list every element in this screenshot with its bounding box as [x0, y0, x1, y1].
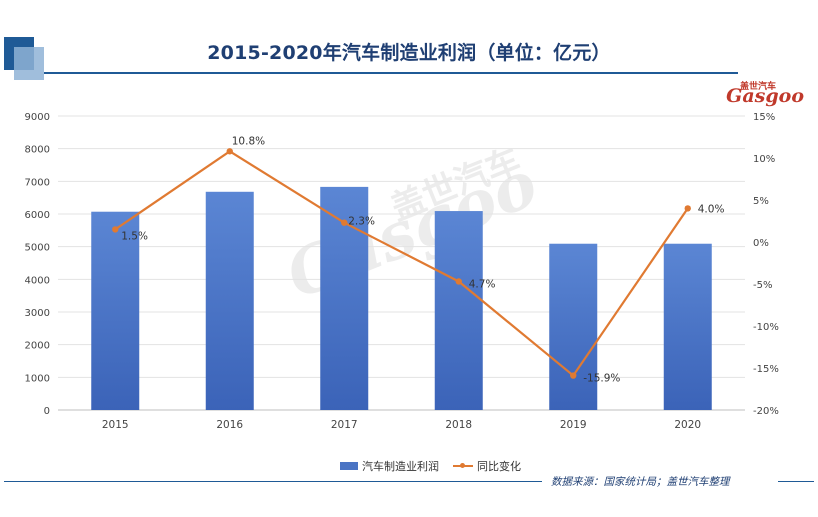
footer-rule-right	[778, 481, 814, 482]
y-right-tick-label: -5%	[753, 280, 772, 291]
x-tick-label: 2017	[331, 419, 358, 431]
legend-item-profit: 汽车制造业利润	[340, 458, 439, 474]
x-tick-label: 2015	[102, 419, 129, 431]
y-right-tick-label: -10%	[753, 322, 779, 333]
y-right-tick-label: 5%	[753, 196, 769, 207]
y-left-tick-label: 7000	[25, 177, 50, 188]
y-left-tick-label: 2000	[25, 341, 50, 352]
y-right-tick-label: 10%	[753, 154, 775, 165]
y-right-tick-label: -15%	[753, 364, 779, 375]
yoy-data-label: 4.7%	[469, 278, 496, 290]
bar	[434, 211, 483, 410]
y-left-tick-label: 8000	[25, 145, 50, 156]
y-right-tick-label: 0%	[753, 238, 769, 249]
yoy-data-label: 10.8%	[232, 135, 265, 147]
yoy-point	[112, 226, 119, 233]
yoy-data-label: 1.5%	[121, 230, 148, 242]
x-tick-label: 2019	[560, 419, 587, 431]
top-strip	[0, 0, 818, 6]
bar	[205, 191, 254, 410]
y-left-tick-label: 5000	[25, 243, 50, 254]
legend-bar-swatch	[340, 462, 358, 470]
y-left-tick-label: 1000	[25, 373, 50, 384]
x-tick-label: 2016	[216, 419, 243, 431]
x-tick-label: 2020	[674, 419, 701, 431]
yoy-point	[570, 372, 577, 379]
yoy-point	[226, 148, 233, 155]
y-left-tick-label: 0	[44, 406, 50, 417]
yoy-data-label: -15.9%	[583, 373, 620, 385]
yoy-data-label: 2.3%	[348, 216, 375, 228]
chart-title: 2015-2020年汽车制造业利润（单位：亿元）	[207, 42, 611, 64]
legend-label-profit: 汽车制造业利润	[362, 460, 439, 473]
corner-decoration-shadow	[14, 47, 44, 80]
yoy-point	[455, 278, 462, 285]
y-left-tick-label: 4000	[25, 275, 50, 286]
bar	[549, 243, 598, 410]
bar	[91, 211, 140, 410]
yoy-line	[114, 149, 689, 378]
yoy-point	[341, 219, 348, 226]
legend-line-swatch	[453, 462, 473, 470]
y-left-tick-label: 9000	[25, 112, 50, 123]
data-source: 数据来源：国家统计局；盖世汽车整理	[551, 476, 730, 488]
y-right-tick-label: -20%	[753, 406, 779, 417]
yoy-data-label: 4.0%	[698, 203, 725, 215]
yoy-point	[684, 205, 691, 212]
footer-rule	[4, 481, 542, 482]
y-left-tick-label: 6000	[25, 210, 50, 221]
legend-label-yoy: 同比变化	[477, 460, 521, 473]
bar	[663, 243, 712, 410]
legend-item-yoy: 同比变化	[453, 458, 521, 474]
gasgoo-logo: 盖世汽车 Gasgoo	[726, 40, 810, 107]
y-left-tick-label: 3000	[25, 308, 50, 319]
y-right-tick-label: 15%	[753, 112, 775, 123]
chart-legend: 汽车制造业利润 同比变化	[340, 458, 521, 474]
x-tick-label: 2018	[445, 419, 472, 431]
combo-chart: Gasgoo盖世汽车010002000300040005000600070008…	[25, 112, 779, 431]
title-underline	[44, 72, 738, 74]
logo-en-text: Gasgoo	[726, 85, 804, 107]
logo-cn-text: 盖世汽车	[739, 82, 776, 92]
